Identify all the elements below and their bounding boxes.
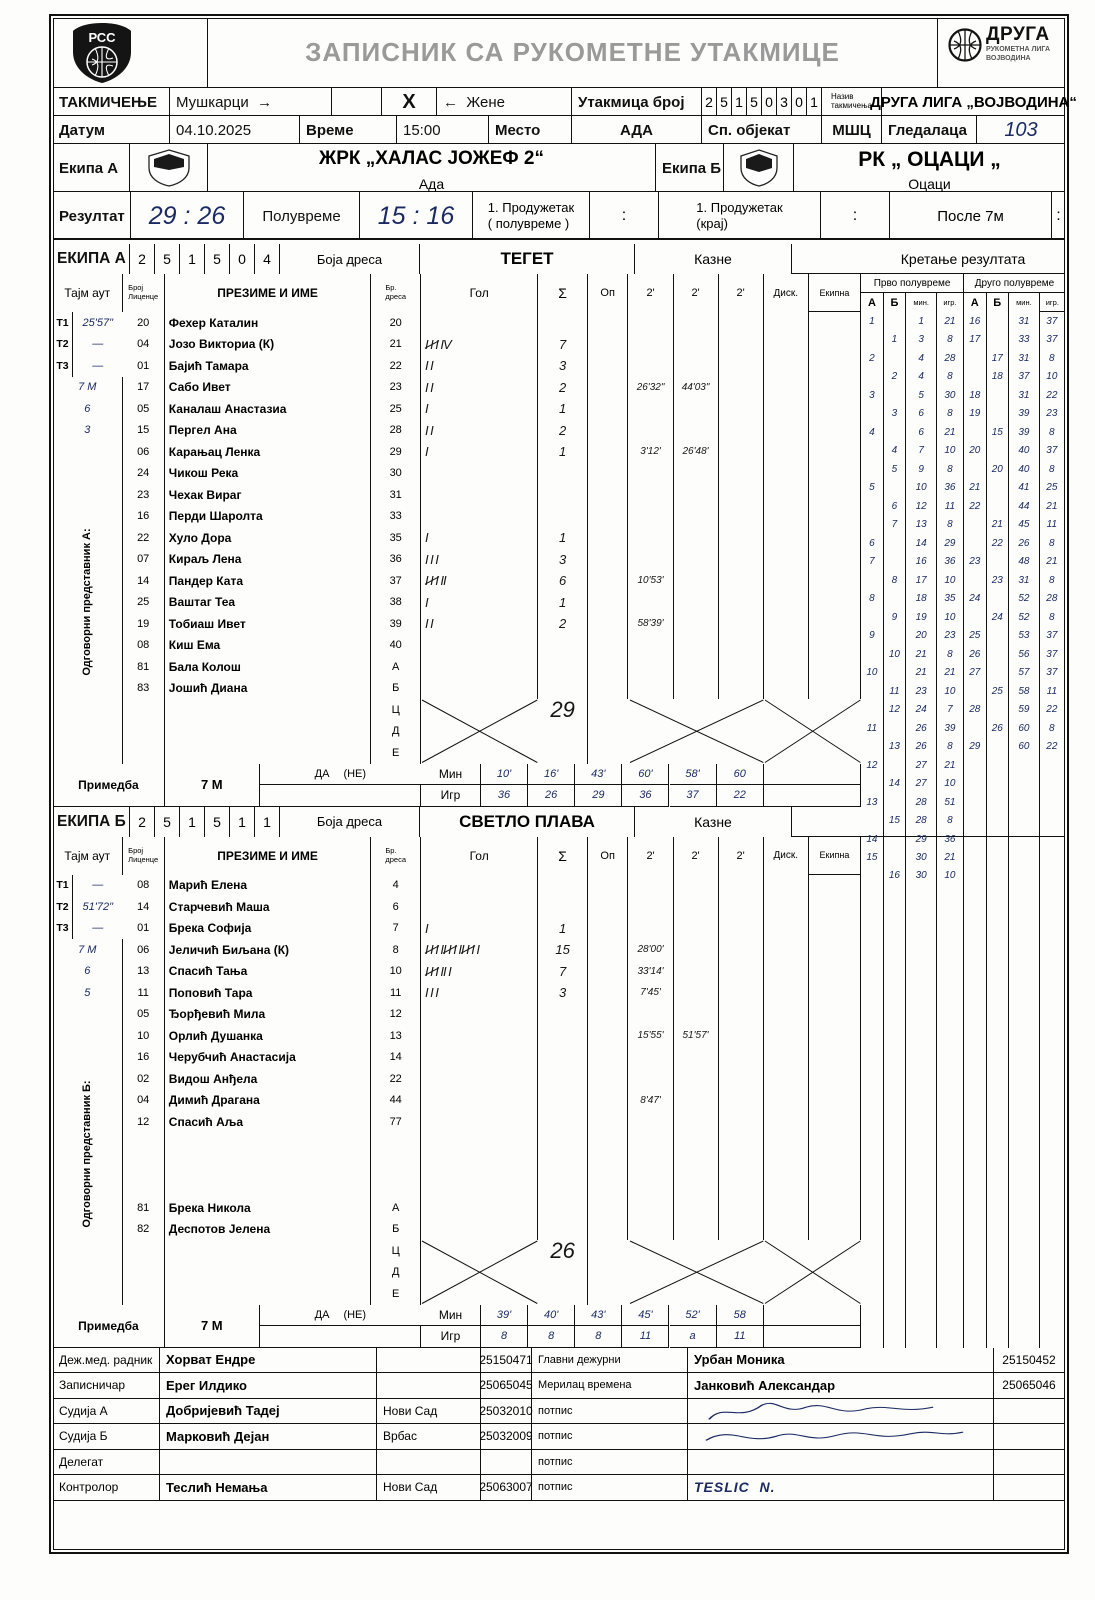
svg-text:РСС: РСС [88, 30, 116, 45]
